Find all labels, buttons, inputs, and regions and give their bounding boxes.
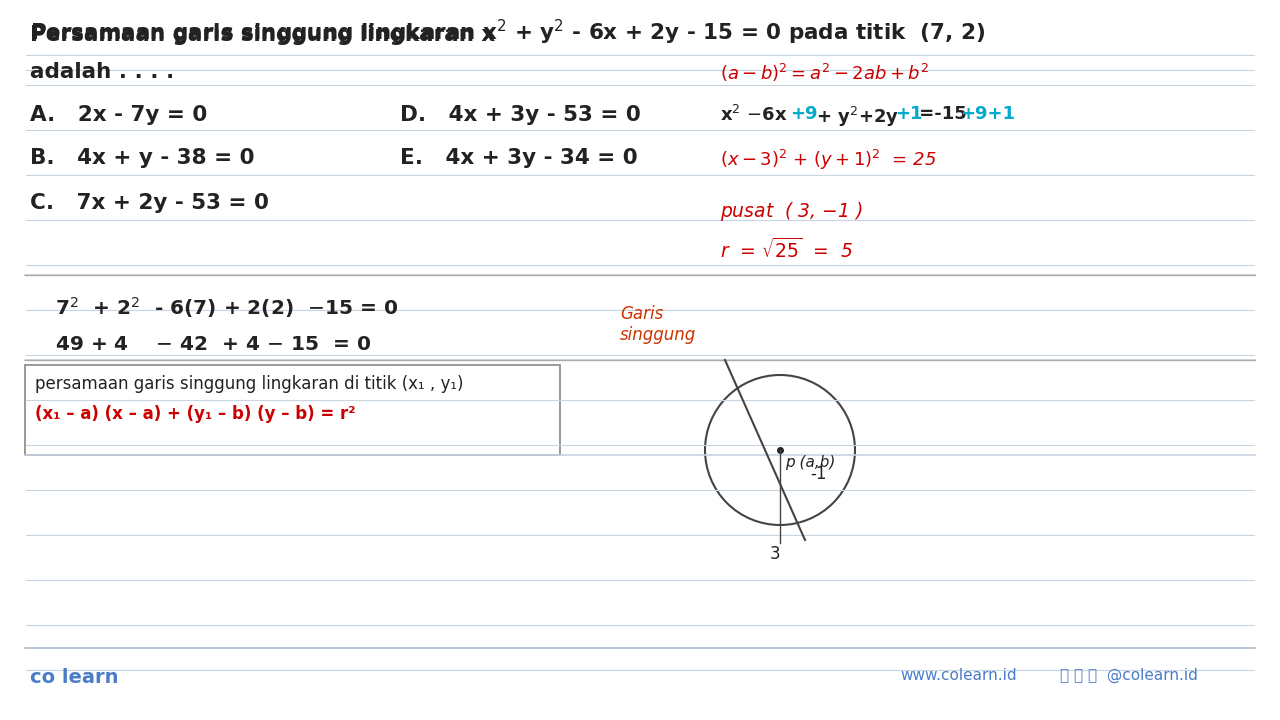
- Text: pusat  ( 3, $-$1 ): pusat ( 3, $-$1 ): [719, 200, 863, 223]
- Text: B.   4x + y - 38 = 0: B. 4x + y - 38 = 0: [29, 148, 255, 168]
- Text: + y$^2$+2y: + y$^2$+2y: [810, 105, 900, 129]
- Text: Persamaan garis singgung lingkaran x: Persamaan garis singgung lingkaran x: [29, 25, 495, 45]
- Text: www.colearn.id: www.colearn.id: [900, 668, 1016, 683]
- Text: r  = $\sqrt{25}$  =  5: r = $\sqrt{25}$ = 5: [719, 238, 854, 262]
- Text: +9+1: +9+1: [960, 105, 1015, 123]
- FancyBboxPatch shape: [26, 365, 561, 455]
- Text: +9: +9: [790, 105, 818, 123]
- Text: +1: +1: [895, 105, 923, 123]
- Text:     @colearn.id:    @colearn.id: [1060, 668, 1198, 683]
- Text: adalah . . . .: adalah . . . .: [29, 62, 174, 82]
- Text: 7$^2$  + 2$^2$  - 6(7) + 2(2)  $-$15 = 0: 7$^2$ + 2$^2$ - 6(7) + 2(2) $-$15 = 0: [55, 295, 398, 320]
- Text: (x₁ – a) (x – a) + (y₁ – b) (y – b) = r²: (x₁ – a) (x – a) + (y₁ – b) (y – b) = r²: [35, 405, 356, 423]
- Text: co learn: co learn: [29, 668, 119, 687]
- Text: $(a-b)^2= a^2-2ab+b^2$: $(a-b)^2= a^2-2ab+b^2$: [719, 62, 929, 84]
- Text: 49 + 4    $-$ 42  + 4 $-$ 15  = 0: 49 + 4 $-$ 42 + 4 $-$ 15 = 0: [55, 335, 371, 354]
- Text: =-15: =-15: [913, 105, 973, 123]
- Text: C.   7x + 2y - 53 = 0: C. 7x + 2y - 53 = 0: [29, 193, 269, 213]
- Text: p (a,b): p (a,b): [785, 455, 836, 470]
- Text: -1: -1: [810, 465, 827, 483]
- Text: A.   2x - 7y = 0: A. 2x - 7y = 0: [29, 105, 207, 125]
- Text: x$^2$ $-$6x: x$^2$ $-$6x: [719, 105, 787, 125]
- Text: 3: 3: [771, 545, 781, 563]
- Text: Persamaan garis singgung lingkaran x$^2$ + y$^2$ - 6x + 2y - 15 = 0 pada titik  : Persamaan garis singgung lingkaran x$^2$…: [29, 18, 986, 48]
- Text: E.   4x + 3y - 34 = 0: E. 4x + 3y - 34 = 0: [399, 148, 637, 168]
- Text: $(x-3)^2$ + $(y+1)^2$  = 25: $(x-3)^2$ + $(y+1)^2$ = 25: [719, 148, 937, 172]
- Text: persamaan garis singgung lingkaran di titik (x₁ , y₁): persamaan garis singgung lingkaran di ti…: [35, 375, 463, 393]
- Text: Garis
singgung: Garis singgung: [620, 305, 696, 344]
- Text: D.   4x + 3y - 53 = 0: D. 4x + 3y - 53 = 0: [399, 105, 641, 125]
